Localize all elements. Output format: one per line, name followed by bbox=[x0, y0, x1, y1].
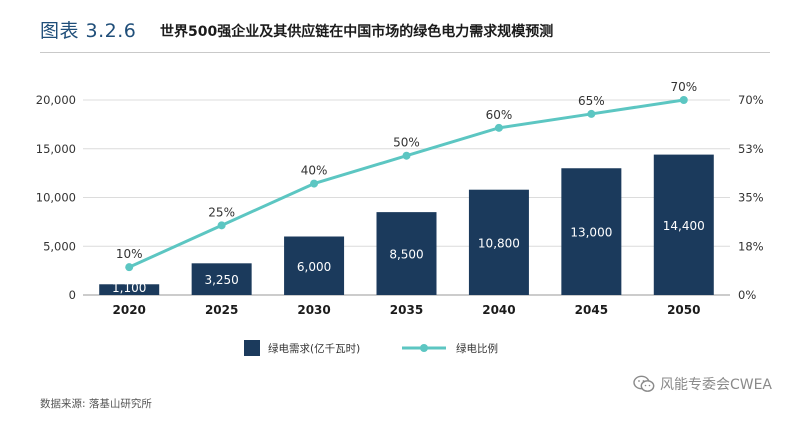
header-divider bbox=[40, 52, 770, 53]
line-value-label: 10% bbox=[116, 247, 143, 261]
y-right-tick-label: 53% bbox=[738, 142, 764, 156]
x-tick-label: 2020 bbox=[113, 303, 146, 317]
legend-line-label: 绿电比例 bbox=[456, 342, 498, 355]
y-left-tick-label: 15,000 bbox=[36, 142, 76, 156]
y-left-tick-label: 10,000 bbox=[36, 191, 76, 205]
line-value-label: 40% bbox=[301, 164, 328, 178]
line-value-label: 25% bbox=[208, 205, 235, 219]
watermark: 风能专委会CWEA bbox=[633, 374, 772, 394]
x-tick-label: 2045 bbox=[575, 303, 608, 317]
figure-header: 图表 3.2.6 世界500强企业及其供应链在中国市场的绿色电力需求规模预测 bbox=[0, 0, 800, 60]
line-point bbox=[587, 109, 596, 118]
bar-value-label: 3,250 bbox=[204, 273, 238, 287]
bar-value-label: 13,000 bbox=[570, 226, 612, 240]
line-point bbox=[125, 263, 134, 272]
line-value-label: 60% bbox=[486, 108, 513, 122]
y-left-tick-label: 0 bbox=[69, 288, 76, 302]
bar-value-label: 8,500 bbox=[389, 248, 423, 262]
bar-value-label: 1,100 bbox=[112, 281, 146, 295]
x-tick-label: 2040 bbox=[482, 303, 515, 317]
line-point bbox=[217, 221, 226, 230]
chart-title: 世界500强企业及其供应链在中国市场的绿色电力需求规模预测 bbox=[160, 24, 554, 40]
bar bbox=[468, 189, 529, 295]
x-tick-label: 2025 bbox=[205, 303, 238, 317]
x-tick-label: 2035 bbox=[390, 303, 423, 317]
legend-line-marker bbox=[420, 344, 428, 352]
line-point bbox=[310, 179, 319, 188]
y-right-tick-label: 0% bbox=[738, 288, 756, 302]
source-note: 数据来源: 落基山研究所 bbox=[40, 398, 152, 410]
legend-bar-swatch bbox=[244, 340, 260, 356]
wechat-icon bbox=[633, 375, 655, 392]
figure-number: 图表 3.2.6 bbox=[40, 20, 137, 42]
line-point bbox=[402, 151, 411, 160]
watermark-text: 风能专委会CWEA bbox=[659, 377, 772, 393]
bar bbox=[191, 263, 252, 295]
bar-value-label: 10,800 bbox=[478, 236, 520, 250]
bar bbox=[376, 212, 437, 295]
line-point bbox=[679, 96, 688, 104]
x-tick-label: 2050 bbox=[667, 303, 700, 317]
legend-bar-label: 绿电需求(亿千瓦时) bbox=[268, 342, 360, 355]
bar bbox=[99, 284, 160, 295]
y-left-tick-label: 5,000 bbox=[43, 239, 76, 253]
line-point bbox=[494, 123, 503, 132]
chart: 0 5,000 10,000 15,000 20,000 0% 18% 35% 53% 70% 1,… bbox=[36, 80, 764, 356]
bar bbox=[284, 236, 345, 295]
y-left-tick-label: 20,000 bbox=[36, 93, 76, 107]
line-value-label: 70% bbox=[670, 80, 697, 94]
x-tick-label: 2030 bbox=[297, 303, 330, 317]
line-value-label: 65% bbox=[578, 94, 605, 108]
line-value-label: 50% bbox=[393, 136, 420, 150]
bar bbox=[561, 168, 622, 295]
y-right-tick-label: 18% bbox=[738, 239, 764, 253]
y-right-tick-label: 70% bbox=[738, 93, 764, 107]
bar bbox=[653, 154, 714, 295]
bar-value-label: 6,000 bbox=[297, 260, 331, 274]
bar-value-label: 14,400 bbox=[663, 219, 705, 233]
y-right-tick-label: 35% bbox=[738, 191, 764, 205]
